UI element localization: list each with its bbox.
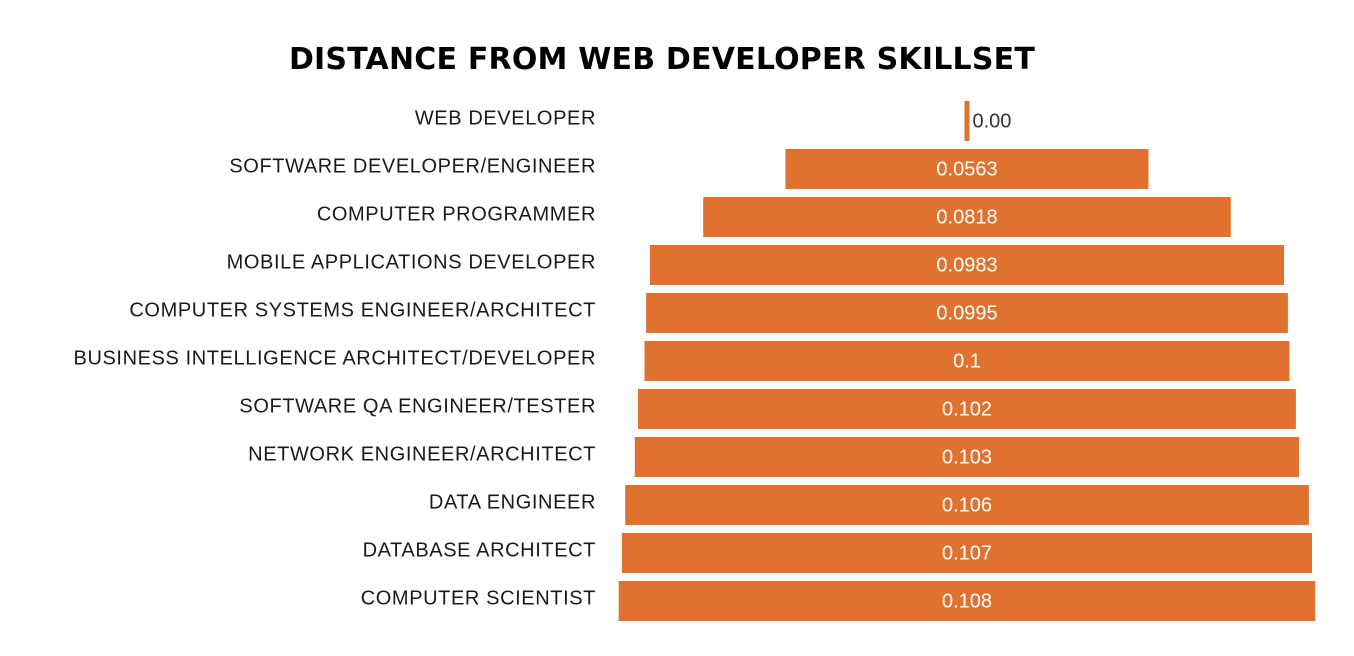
category-label-database-architect: DATABASE ARCHITECT	[363, 539, 596, 561]
value-label-data-engineer: 0.106	[942, 494, 992, 516]
category-label-network-engineer-architect: NETWORK ENGINEER/ARCHITECT	[248, 443, 596, 465]
bar-business-intelligence-architect-developer	[644, 341, 1290, 381]
value-label-software-developer-engineer: 0.0563	[936, 158, 997, 180]
category-labels-layer: WEB DEVELOPER SOFTWARE DEVELOPER/ENGINEER…	[74, 107, 597, 609]
bar-software-developer-engineer	[785, 149, 1149, 189]
bar-computer-programmer	[703, 197, 1231, 237]
value-label-web-developer: 0.00	[973, 110, 1012, 132]
bar-mobile-applications-developer	[650, 245, 1284, 285]
category-label-mobile-applications-developer: MOBILE APPLICATIONS DEVELOPER	[227, 251, 596, 273]
category-label-computer-scientist: COMPUTER SCIENTIST	[361, 587, 596, 609]
value-label-database-architect: 0.107	[942, 542, 992, 564]
bar-software-qa-engineer-tester	[638, 389, 1296, 429]
bar-data-engineer	[625, 485, 1309, 525]
category-label-software-qa-engineer-tester: SOFTWARE QA ENGINEER/TESTER	[239, 395, 596, 417]
value-labels-layer: 0.00 0.0563 0.0818 0.0983 0.0995 0.1 0.102 0.10…	[936, 110, 1011, 612]
bars-layer	[618, 101, 1316, 621]
value-label-software-qa-engineer-tester: 0.102	[942, 398, 992, 420]
bar-computer-scientist	[618, 581, 1316, 621]
chart-title: DISTANCE FROM WEB DEVELOPER SKILLSET	[288, 42, 1036, 77]
value-label-mobile-applications-developer: 0.0983	[936, 254, 997, 276]
category-label-web-developer: WEB DEVELOPER	[415, 107, 596, 129]
value-label-computer-scientist: 0.108	[942, 590, 992, 612]
value-label-business-intelligence-architect-developer: 0.1	[953, 350, 981, 372]
bar-database-architect	[621, 533, 1312, 573]
value-label-computer-programmer: 0.0818	[936, 206, 997, 228]
bar-network-engineer-architect	[634, 437, 1300, 477]
category-label-computer-programmer: COMPUTER PROGRAMMER	[317, 203, 596, 225]
value-label-computer-systems-engineer-architect: 0.0995	[936, 302, 997, 324]
category-label-business-intelligence-architect-developer: BUSINESS INTELLIGENCE ARCHITECT/DEVELOPE…	[74, 347, 597, 369]
category-label-data-engineer: DATA ENGINEER	[429, 491, 596, 513]
category-label-software-developer-engineer: SOFTWARE DEVELOPER/ENGINEER	[229, 155, 596, 177]
category-label-computer-systems-engineer-architect: COMPUTER SYSTEMS ENGINEER/ARCHITECT	[129, 299, 596, 321]
value-label-network-engineer-architect: 0.103	[942, 446, 992, 468]
bar-web-developer	[964, 101, 970, 141]
bar-computer-systems-engineer-architect	[646, 293, 1288, 333]
